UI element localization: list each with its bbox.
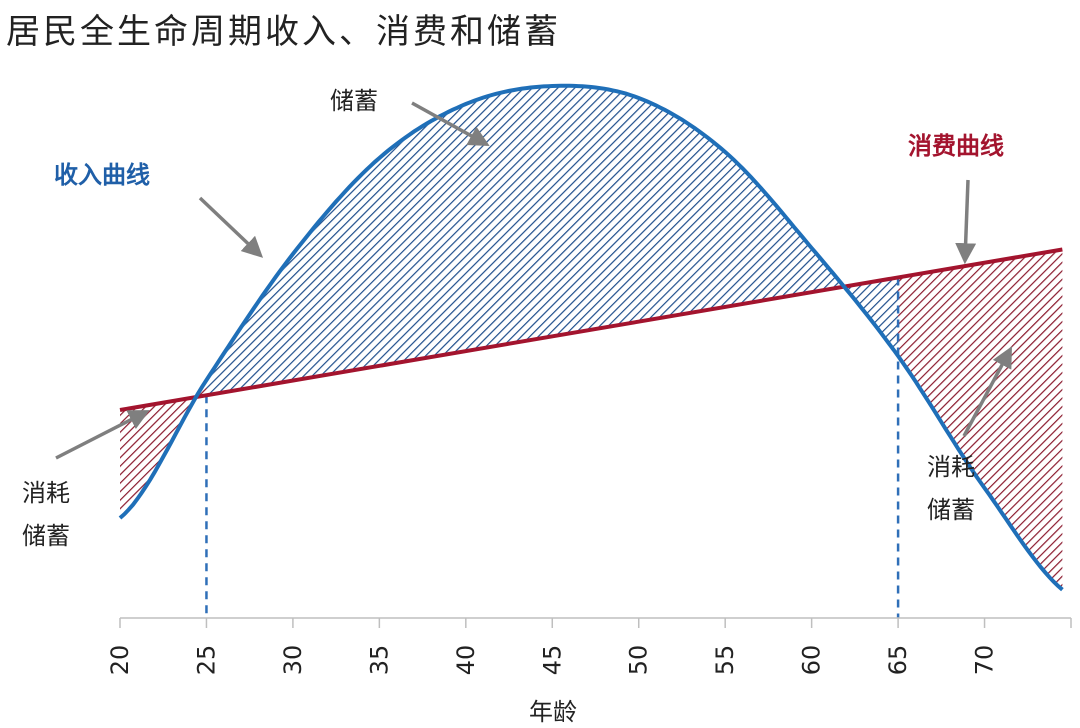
x-tick-label: 40 (452, 645, 480, 676)
consumption-curve-line (119, 247, 1063, 412)
dissave-left-annotation-line1: 消耗 (22, 479, 70, 507)
consumption-curve-annotation: 消费曲线 (908, 132, 1004, 160)
x-tick-label: 45 (538, 645, 566, 676)
x-tick-label: 55 (711, 645, 739, 676)
income-curve-arrow (198, 196, 264, 258)
x-tick-label: 30 (279, 645, 307, 676)
dissave-left-annotation-line2: 储蓄 (22, 522, 70, 550)
x-tick-label: 65 (884, 645, 912, 676)
consumption-curve-arrow (955, 179, 977, 265)
dissave-area-right (898, 249, 1063, 590)
dissave-left-arrow (55, 410, 150, 460)
x-tick-label: 25 (192, 645, 220, 676)
savings-arrow (411, 101, 490, 147)
dissave-right-arrow (962, 346, 1012, 437)
x-axis-ticks: 20 25 30 35 40 45 50 55 60 65 70 (106, 618, 1072, 676)
savings-area (206, 85, 899, 396)
x-tick-label: 50 (625, 645, 653, 676)
dissave-right-annotation-line2: 储蓄 (927, 496, 975, 524)
x-tick-label: 60 (798, 645, 826, 676)
chart-title: 居民全生命周期收入、消费和储蓄 (6, 12, 561, 52)
x-tick-label: 70 (971, 645, 999, 676)
income-curve-annotation: 收入曲线 (54, 161, 150, 189)
x-tick-label: 35 (365, 645, 393, 676)
x-tick-label: 20 (106, 645, 134, 676)
x-axis-label: 年龄 (529, 698, 577, 726)
savings-annotation: 储蓄 (330, 87, 378, 115)
income-curve-line (118, 83, 1064, 592)
dissave-right-annotation-line1: 消耗 (927, 453, 975, 481)
